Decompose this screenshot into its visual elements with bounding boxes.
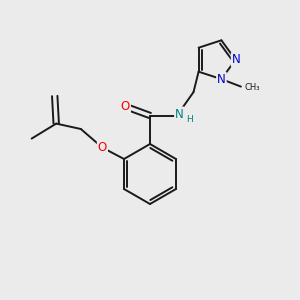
- Text: N: N: [232, 53, 241, 66]
- Text: O: O: [121, 100, 130, 113]
- Text: CH₃: CH₃: [244, 83, 260, 92]
- Text: O: O: [98, 141, 107, 154]
- Text: N: N: [175, 107, 184, 121]
- Text: N: N: [217, 73, 226, 85]
- Text: H: H: [187, 115, 193, 124]
